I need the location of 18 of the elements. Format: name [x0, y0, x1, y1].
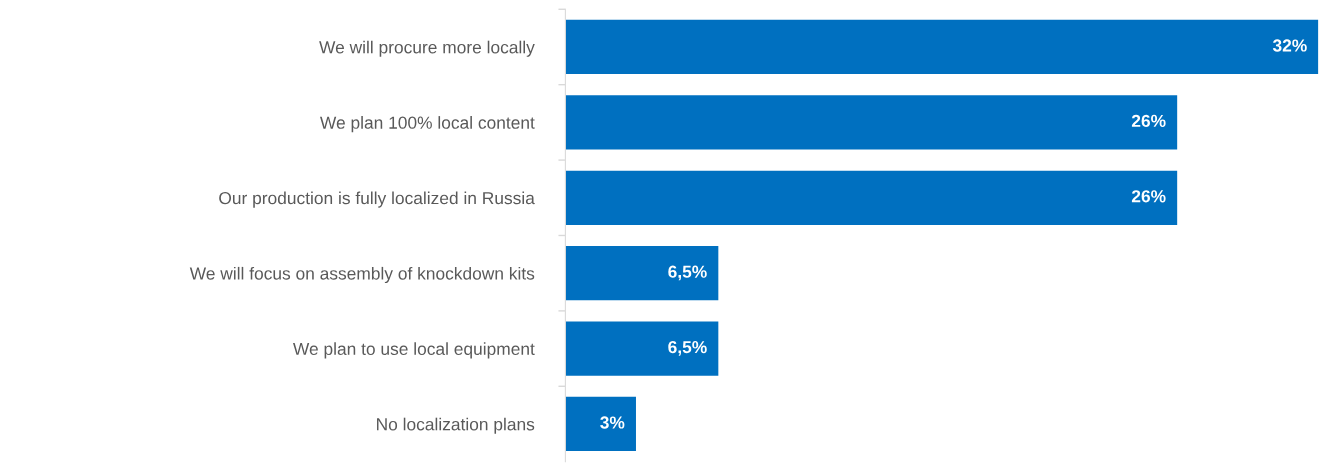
y-tick-label: We will focus on assembly of knockdown kits	[189, 266, 535, 284]
data-label: 6,5%	[668, 340, 707, 356]
y-tick-label: We plan 100% local content	[320, 116, 535, 133]
data-label: 26%	[1131, 114, 1166, 128]
y-tick-label: No localization plans	[377, 417, 535, 434]
bar	[565, 246, 719, 301]
data-label: 32%	[1272, 39, 1307, 52]
bar	[565, 170, 1178, 225]
y-tick-label: We plan to use local equipment	[292, 342, 535, 359]
bar	[565, 19, 1319, 75]
data-label: 26%	[1131, 190, 1166, 203]
data-label: 3%	[600, 416, 625, 429]
y-tick-label: Our production is fully localized in Russia	[219, 191, 535, 208]
bar	[565, 321, 719, 376]
bar	[565, 95, 1178, 150]
bar	[565, 396, 636, 452]
data-label: 6,5%	[668, 265, 707, 281]
y-tick-label: We will procure more locally	[319, 40, 535, 57]
